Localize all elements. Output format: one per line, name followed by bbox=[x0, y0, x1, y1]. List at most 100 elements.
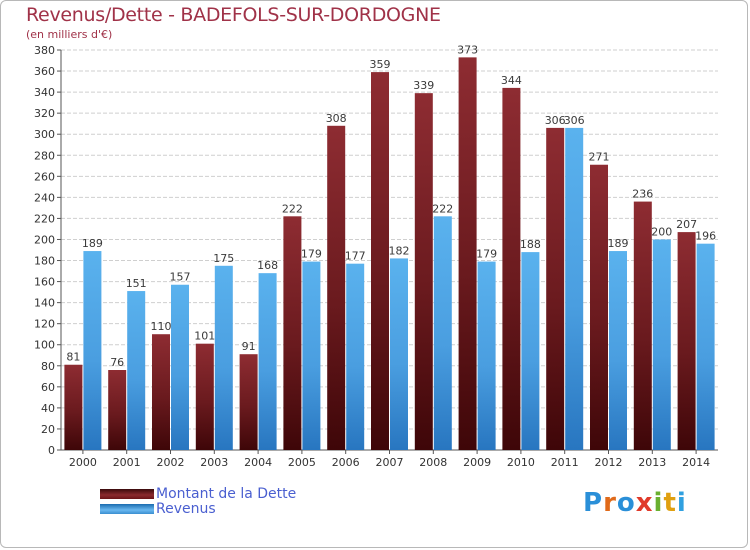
y-tick-label: 160 bbox=[34, 276, 55, 289]
y-tick-label: 240 bbox=[34, 191, 55, 204]
x-tick-label: 2012 bbox=[595, 456, 623, 469]
y-tick-label: 380 bbox=[34, 44, 55, 57]
y-tick-label: 300 bbox=[34, 128, 55, 141]
data-label-dette: 373 bbox=[457, 43, 478, 56]
data-label-dette: 76 bbox=[110, 356, 124, 369]
x-tick-label: 2009 bbox=[463, 456, 491, 469]
bar-revenus bbox=[652, 239, 671, 450]
bar-dette bbox=[633, 201, 652, 450]
data-label-revenus: 196 bbox=[695, 230, 716, 243]
x-tick-label: 2004 bbox=[244, 456, 272, 469]
logo-letter: o bbox=[616, 488, 636, 518]
bar-revenus bbox=[346, 263, 365, 450]
y-tick-label: 0 bbox=[48, 444, 55, 457]
y-tick-label: 80 bbox=[41, 360, 55, 373]
y-tick-label: 20 bbox=[41, 423, 55, 436]
bar-revenus bbox=[258, 273, 277, 450]
bar-dette bbox=[64, 364, 83, 450]
legend-label-revenus: Revenus bbox=[156, 500, 216, 517]
data-label-dette: 236 bbox=[632, 188, 653, 201]
data-label-dette: 91 bbox=[242, 340, 256, 353]
bar-dette bbox=[546, 127, 565, 450]
data-label-revenus: 306 bbox=[564, 114, 585, 127]
bar-revenus bbox=[565, 127, 584, 450]
bar-revenus bbox=[171, 284, 189, 450]
x-tick-label: 2005 bbox=[288, 456, 316, 469]
data-label-revenus: 189 bbox=[608, 237, 629, 250]
y-tick-label: 360 bbox=[34, 65, 55, 78]
bar-dette bbox=[502, 87, 521, 450]
y-tick-label: 40 bbox=[41, 402, 55, 415]
bar-revenus bbox=[302, 261, 321, 450]
x-tick-label: 2006 bbox=[332, 456, 360, 469]
legend: Montant de la Dette Revenus bbox=[100, 486, 296, 517]
data-label-dette: 339 bbox=[413, 79, 434, 92]
logo-letter: i bbox=[653, 488, 664, 518]
data-label-dette: 110 bbox=[151, 320, 172, 333]
legend-swatch-revenus bbox=[100, 503, 154, 514]
legend-item-revenus: Revenus bbox=[100, 500, 296, 517]
logo-letter: t bbox=[663, 488, 677, 518]
bar-dette bbox=[414, 93, 433, 450]
data-label-revenus: 179 bbox=[301, 248, 322, 261]
legend-swatch-dette bbox=[100, 488, 154, 499]
data-label-revenus: 179 bbox=[476, 248, 497, 261]
data-label-dette: 271 bbox=[589, 151, 610, 164]
bar-dette bbox=[108, 370, 127, 450]
data-label-revenus: 222 bbox=[432, 202, 453, 215]
legend-item-dette: Montant de la Dette bbox=[100, 486, 296, 502]
bar-dette bbox=[371, 72, 389, 451]
data-label-revenus: 168 bbox=[257, 259, 278, 272]
data-label-dette: 344 bbox=[501, 74, 522, 87]
bar-revenus bbox=[609, 251, 627, 450]
data-label-dette: 222 bbox=[282, 202, 303, 215]
bar-dette bbox=[590, 164, 608, 450]
y-tick-label: 120 bbox=[34, 318, 55, 331]
data-label-dette: 207 bbox=[676, 218, 697, 231]
bar-dette bbox=[283, 216, 302, 450]
x-tick-label: 2013 bbox=[638, 456, 666, 469]
data-label-revenus: 157 bbox=[170, 271, 191, 284]
y-tick-label: 320 bbox=[34, 107, 55, 120]
data-label-revenus: 151 bbox=[126, 277, 147, 290]
y-tick-label: 180 bbox=[34, 255, 55, 268]
bar-dette bbox=[152, 334, 170, 450]
y-tick-label: 220 bbox=[34, 212, 55, 225]
data-label-revenus: 200 bbox=[651, 225, 672, 238]
bar-revenus bbox=[433, 216, 452, 450]
bar-revenus bbox=[214, 265, 233, 450]
y-tick-label: 260 bbox=[34, 170, 55, 183]
logo-letter: i bbox=[676, 488, 687, 518]
y-tick-label: 280 bbox=[34, 149, 55, 162]
bar-dette bbox=[677, 232, 696, 450]
logo-letter: x bbox=[635, 488, 654, 518]
data-label-revenus: 175 bbox=[213, 252, 234, 265]
data-label-dette: 306 bbox=[545, 114, 566, 127]
data-label-revenus: 177 bbox=[345, 250, 366, 263]
data-label-revenus: 188 bbox=[520, 238, 541, 251]
data-label-revenus: 182 bbox=[389, 244, 410, 257]
bar-revenus bbox=[477, 261, 496, 450]
logo-letter: P bbox=[583, 488, 604, 518]
data-label-dette: 308 bbox=[326, 112, 347, 125]
bar-revenus bbox=[521, 252, 540, 450]
bar-dette bbox=[458, 57, 477, 451]
bar-dette bbox=[327, 125, 346, 450]
y-tick-label: 60 bbox=[41, 381, 55, 394]
logo-letter: r bbox=[603, 488, 617, 518]
y-tick-label: 340 bbox=[34, 86, 55, 99]
data-label-dette: 81 bbox=[66, 351, 80, 364]
x-tick-label: 2008 bbox=[419, 456, 447, 469]
x-tick-label: 2010 bbox=[507, 456, 535, 469]
chart-title: Revenus/Dette - BADEFOLS-SUR-DORDOGNE bbox=[26, 4, 441, 26]
bar-dette bbox=[195, 343, 214, 450]
y-tick-label: 200 bbox=[34, 233, 55, 246]
y-tick-label: 100 bbox=[34, 339, 55, 352]
x-tick-label: 2001 bbox=[113, 456, 141, 469]
bar-dette bbox=[239, 354, 258, 450]
x-tick-label: 2014 bbox=[682, 456, 710, 469]
bar-revenus bbox=[127, 291, 146, 450]
x-tick-label: 2007 bbox=[376, 456, 404, 469]
y-tick-label: 140 bbox=[34, 297, 55, 310]
